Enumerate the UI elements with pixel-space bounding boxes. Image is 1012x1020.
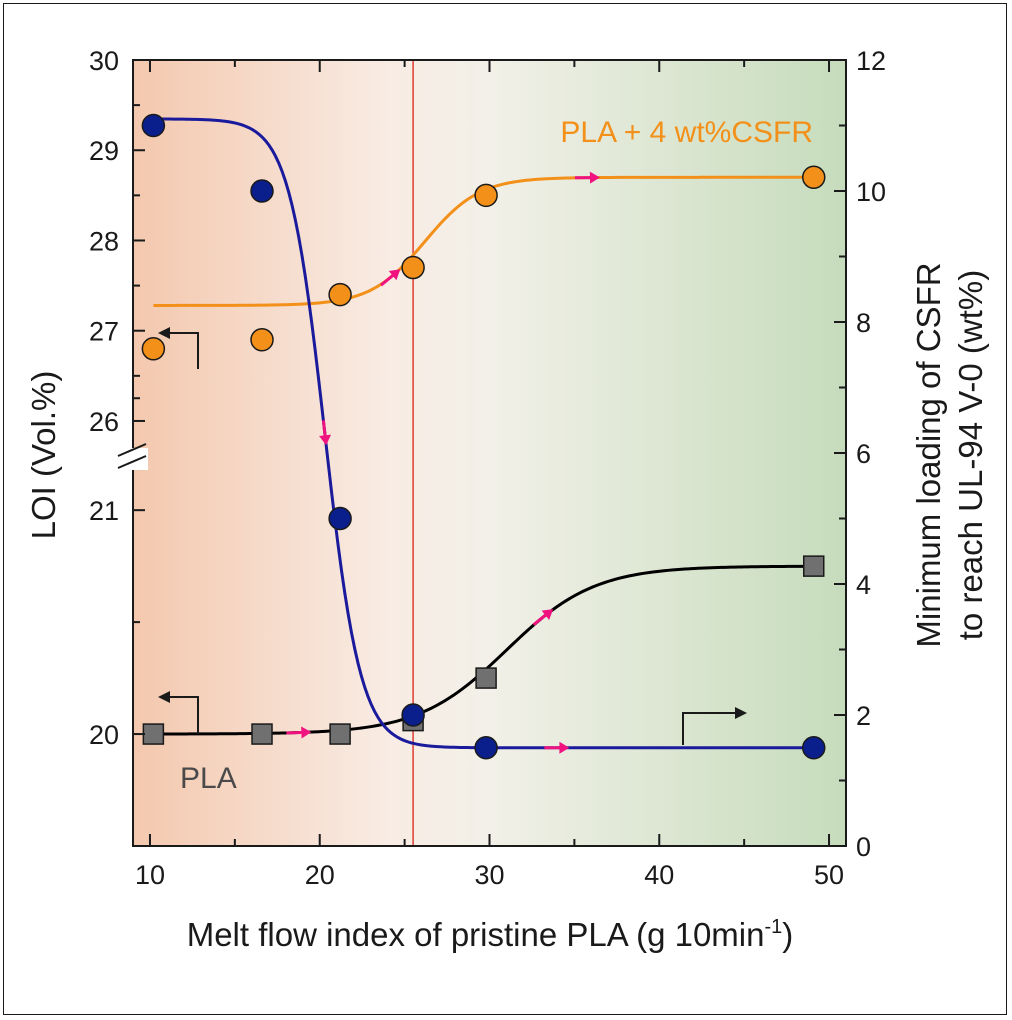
pla-point bbox=[802, 555, 825, 577]
right-tick-label: 12 bbox=[856, 46, 886, 76]
pla-csfr-point bbox=[474, 183, 498, 208]
x-tick-label: 30 bbox=[474, 860, 504, 890]
left-axis-indicator-pla bbox=[158, 691, 199, 734]
right-axis-indicator-blue-head bbox=[735, 707, 747, 719]
right-axis-title-line1: Minimum loading of CSFR bbox=[910, 262, 947, 647]
left-axis-indicator-pla-line bbox=[170, 696, 199, 734]
x-tick-label: 50 bbox=[814, 860, 844, 890]
pla-csfr-point bbox=[141, 337, 166, 361]
series-label-pla-csfr: PLA + 4 wt%CSFR bbox=[560, 116, 813, 149]
left-tick-label: 29 bbox=[89, 136, 119, 166]
left-axis-indicator-orange-line bbox=[170, 332, 199, 369]
left-tick-label: 30 bbox=[89, 46, 119, 76]
pla-csfr-point bbox=[801, 165, 826, 190]
flow-arrow-orange-1-head bbox=[388, 269, 401, 281]
left-axis-indicator-pla-head bbox=[158, 691, 170, 703]
left-tick-label: 20 bbox=[89, 720, 119, 750]
csfr-loading-point bbox=[250, 179, 274, 203]
x-axis-title-main: Melt flow index of pristine PLA (g 10min bbox=[187, 916, 765, 953]
right-tick-label: 2 bbox=[856, 701, 871, 731]
x-tick-label: 40 bbox=[644, 860, 674, 890]
pla-csfr-point bbox=[328, 282, 352, 307]
pla-csfr-point bbox=[401, 255, 425, 280]
csfr-loading-point bbox=[474, 736, 498, 760]
left-axis-indicator-orange-head bbox=[158, 327, 170, 339]
x-tick-label: 10 bbox=[135, 860, 165, 890]
left-tick-label: 26 bbox=[89, 407, 119, 437]
pla-csfr-point bbox=[250, 327, 274, 352]
x-tick-label: 20 bbox=[305, 860, 335, 890]
flow-arrow-black-1 bbox=[286, 726, 312, 739]
left-tick-label: 27 bbox=[89, 317, 119, 347]
x-axis-title-superscript: -1 bbox=[764, 916, 782, 938]
left-axis-indicator-orange bbox=[158, 327, 199, 369]
flow-arrow-black-1-head bbox=[301, 726, 312, 739]
pla-point bbox=[251, 723, 273, 745]
right-axis-indicator-blue-line bbox=[682, 712, 735, 745]
csfr-loading-point bbox=[328, 506, 352, 531]
left-tick-label: 28 bbox=[89, 226, 119, 256]
flow-arrow-orange-1-shaft bbox=[380, 272, 396, 287]
flow-arrow-black-2 bbox=[532, 609, 554, 626]
flow-arrow-blue-1 bbox=[319, 420, 332, 446]
csfr-loading-point bbox=[401, 703, 425, 727]
x-axis-title: Melt flow index of pristine PLA (g 10min… bbox=[187, 916, 794, 953]
x-axis-title-end: ) bbox=[782, 916, 793, 953]
right-tick-label: 4 bbox=[856, 570, 871, 600]
right-axis-indicator-blue bbox=[682, 707, 747, 745]
pla-point bbox=[329, 723, 351, 745]
pla-point bbox=[475, 667, 497, 689]
left-axis-title: LOI (Vol.%) bbox=[25, 371, 62, 540]
flow-arrow-orange-2 bbox=[574, 171, 600, 184]
right-tick-label: 0 bbox=[856, 832, 871, 862]
right-tick-label: 10 bbox=[856, 177, 886, 207]
right-tick-label: 6 bbox=[856, 439, 871, 469]
pla-point bbox=[142, 723, 165, 745]
flow-arrow-black-2-head bbox=[541, 609, 554, 620]
left-tick-label: 21 bbox=[89, 496, 119, 526]
left-axis-break bbox=[117, 443, 148, 470]
csfr-loading-point bbox=[801, 736, 826, 760]
flow-arrow-orange-2-head bbox=[589, 171, 600, 184]
flow-arrow-blue-2-head bbox=[559, 741, 570, 754]
csfr-loading-point bbox=[141, 113, 166, 138]
right-axis-title-line2: to reach UL-94 V-0 (wt%) bbox=[952, 270, 989, 640]
flow-arrow-orange-1 bbox=[380, 269, 401, 287]
flow-arrow-blue-1-head bbox=[319, 434, 332, 446]
right-tick-label: 8 bbox=[856, 308, 871, 338]
series-label-pla: PLA bbox=[180, 762, 237, 795]
flow-arrow-blue-2 bbox=[544, 741, 570, 754]
